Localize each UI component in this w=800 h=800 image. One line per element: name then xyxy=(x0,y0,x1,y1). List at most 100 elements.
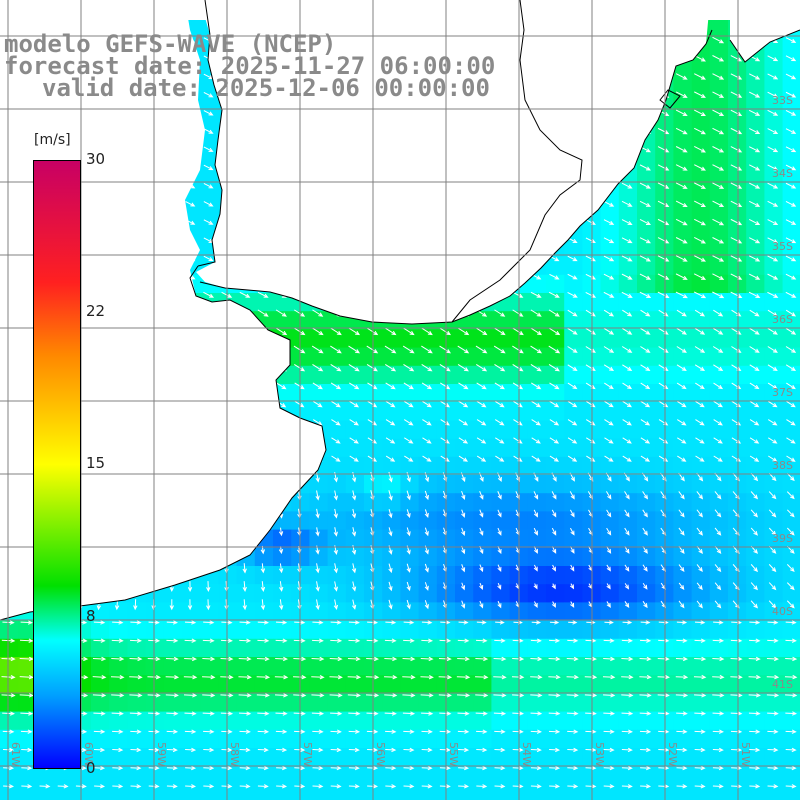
wind-cell xyxy=(254,547,274,567)
wind-arrow xyxy=(458,455,469,462)
wind-cell xyxy=(600,438,620,458)
wind-arrow xyxy=(420,674,434,680)
wind-arrow xyxy=(713,382,724,390)
lat-label: 33S xyxy=(772,94,793,107)
wind-cell xyxy=(546,766,565,785)
wind-cell xyxy=(709,566,729,585)
wind-arrow xyxy=(530,784,542,789)
wind-cell xyxy=(291,602,310,622)
wind-arrow xyxy=(657,127,670,135)
wind-cell xyxy=(273,711,292,731)
wind-cell xyxy=(527,329,547,349)
wind-arrow xyxy=(388,581,393,592)
wind-arrow xyxy=(786,527,795,536)
wind-arrow xyxy=(406,599,411,610)
wind-arrow xyxy=(315,563,320,574)
wind-arrow xyxy=(461,490,466,500)
wind-cell xyxy=(91,620,110,640)
wind-arrow xyxy=(439,784,451,789)
wind-cell xyxy=(273,547,292,567)
wind-arrow xyxy=(276,747,288,753)
wind-cell xyxy=(764,74,784,94)
wind-arrow xyxy=(767,273,779,280)
wind-arrow xyxy=(479,491,484,500)
wind-arrow xyxy=(767,91,779,98)
wind-arrow xyxy=(476,419,487,426)
wind-arrow xyxy=(786,509,795,518)
wind-cell xyxy=(527,311,547,330)
wind-arrow xyxy=(551,527,557,536)
wind-cell xyxy=(273,529,292,549)
wind-cell xyxy=(163,657,183,676)
wind-cell xyxy=(400,547,420,567)
wind-arrow xyxy=(438,693,452,698)
wind-cell xyxy=(691,566,711,585)
wind-arrow xyxy=(678,600,685,609)
wind-cell xyxy=(746,384,765,403)
wind-arrow xyxy=(94,765,106,771)
wind-arrow xyxy=(569,527,575,536)
wind-cell xyxy=(527,274,547,294)
wind-cell xyxy=(782,402,800,421)
wind-cell xyxy=(546,711,565,731)
lat-label: 40S xyxy=(772,605,793,618)
wind-arrow xyxy=(19,638,34,643)
wind-arrow xyxy=(548,327,561,336)
wind-arrow xyxy=(548,674,561,680)
wind-cell xyxy=(400,657,420,676)
wind-arrow xyxy=(642,564,648,572)
wind-cell xyxy=(236,566,256,585)
wind-cell xyxy=(673,784,693,800)
wind-cell xyxy=(673,329,693,349)
wind-arrow xyxy=(348,620,360,625)
wind-arrow xyxy=(694,218,706,226)
wind-arrow xyxy=(367,765,379,771)
wind-arrow xyxy=(531,400,542,408)
wind-arrow xyxy=(603,291,615,298)
wind-cell xyxy=(618,256,638,276)
wind-cell xyxy=(728,547,747,567)
wind-arrow xyxy=(566,656,579,662)
wind-cell xyxy=(691,602,711,622)
wind-cell xyxy=(491,729,511,749)
wind-cell xyxy=(345,456,365,476)
wind-arrow xyxy=(657,146,670,153)
wind-cell xyxy=(163,711,183,731)
wind-arrow xyxy=(348,638,361,643)
wind-cell xyxy=(491,693,511,713)
wind-arrow xyxy=(294,620,306,625)
wind-cell xyxy=(527,365,547,385)
wind-cell xyxy=(127,784,147,800)
wind-arrow xyxy=(406,509,411,519)
wind-cell xyxy=(764,420,784,440)
wind-cell xyxy=(527,456,547,476)
wind-arrow xyxy=(365,693,380,698)
wind-cell xyxy=(600,402,620,421)
wind-arrow xyxy=(93,620,106,625)
wind-arrow xyxy=(166,620,178,625)
wind-cell xyxy=(618,784,638,800)
wind-arrow xyxy=(19,693,34,698)
wind-arrow xyxy=(256,674,271,680)
wind-cell xyxy=(273,784,292,800)
wind-arrow xyxy=(749,382,760,390)
wind-cell xyxy=(455,420,474,440)
wind-cell xyxy=(782,493,800,512)
wind-cell xyxy=(455,529,474,549)
wind-cell xyxy=(254,748,274,767)
wind-cell xyxy=(709,420,729,440)
wind-cell xyxy=(91,693,110,713)
wind-cell xyxy=(618,638,638,658)
wind-cell xyxy=(637,657,656,676)
wind-arrow xyxy=(621,747,633,753)
wind-cell xyxy=(400,456,420,476)
wind-cell xyxy=(309,475,329,494)
wind-cell xyxy=(673,420,693,440)
wind-arrow xyxy=(530,729,542,734)
wind-cell xyxy=(418,493,438,512)
wind-arrow xyxy=(93,729,106,734)
wind-cell xyxy=(473,729,492,749)
wind-arrow xyxy=(479,564,484,573)
wind-arrow xyxy=(730,674,743,680)
wind-arrow xyxy=(694,784,706,789)
